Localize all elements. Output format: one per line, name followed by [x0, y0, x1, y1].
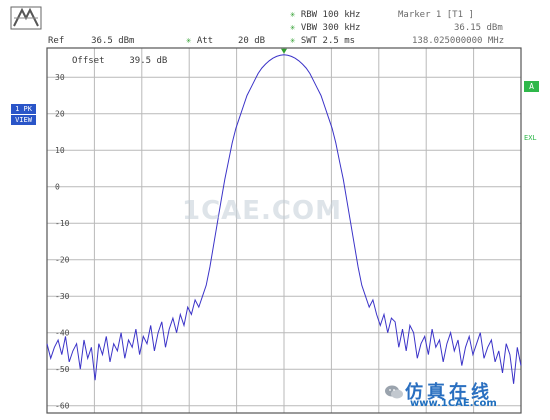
swt-indicator-icon: ✳: [290, 36, 296, 46]
rbw-value: 100 kHz: [322, 10, 361, 20]
vbw-value: 300 kHz: [322, 23, 361, 33]
ref-readout: Ref 36.5 dBm: [48, 36, 134, 46]
att-indicator-icon: ✳: [186, 36, 192, 46]
y-tick-label: -60: [55, 402, 70, 411]
swt-label: SWT: [300, 36, 318, 46]
swt-readout: ✳ SWT 2.5 ms: [290, 36, 355, 46]
trace-view-tag: VIEW: [11, 115, 36, 125]
y-tick-label: -20: [55, 256, 70, 265]
rbw-indicator-icon: ✳: [290, 10, 296, 20]
y-tick-label: 20: [55, 110, 65, 119]
offset-readout: Offset 39.5 dB: [72, 56, 167, 66]
offset-value: 39.5 dB: [129, 56, 168, 66]
peak-marker-icon: [281, 48, 287, 54]
marker-title: Marker 1 [T1 ]: [398, 10, 474, 20]
ref-value: 36.5 dBm: [91, 36, 135, 46]
vbw-indicator-icon: ✳: [290, 23, 296, 33]
rbw-label: RBW: [300, 10, 318, 20]
y-tick-label: 30: [55, 73, 65, 82]
swt-value: 2.5 ms: [322, 36, 356, 46]
offset-label: Offset: [72, 56, 105, 66]
wechat-icon: [385, 385, 403, 399]
brand-block: 仿真在线 www.1CAE.com: [405, 378, 497, 409]
vbw-label: VBW: [300, 23, 318, 33]
marker-frequency: 138.025000000 MHz: [412, 36, 505, 46]
y-tick-label: -10: [55, 219, 70, 228]
att-readout: ✳ Att 20 dB: [186, 36, 265, 46]
y-tick-label: -50: [55, 365, 70, 374]
att-value: 20 dB: [237, 36, 266, 46]
y-tick-label: -40: [55, 329, 70, 338]
brand-name: 仿真在线: [405, 382, 493, 403]
exl-indicator: EXL: [524, 134, 537, 142]
marker-level: 36.15 dBm: [454, 23, 503, 33]
spectrum-trace: [46, 54, 522, 384]
rbw-readout: ✳ RBW 100 kHz: [290, 10, 360, 20]
vbw-readout: ✳ VBW 300 kHz: [290, 23, 360, 33]
y-tick-label: -30: [55, 292, 70, 301]
y-tick-label: 0: [55, 183, 60, 192]
ref-label: Ref: [48, 36, 65, 46]
trace-mode-tag: 1 PK: [11, 104, 36, 114]
att-label: Att: [196, 36, 214, 46]
watermark-text: 1CAE.COM: [182, 196, 342, 226]
rohde-schwarz-logo-icon: [10, 6, 42, 30]
y-tick-label: 10: [55, 146, 65, 155]
plot-frame: [46, 47, 522, 414]
trace-a-indicator: A: [524, 81, 539, 92]
brand-url: www.1CAE.com: [410, 398, 497, 409]
